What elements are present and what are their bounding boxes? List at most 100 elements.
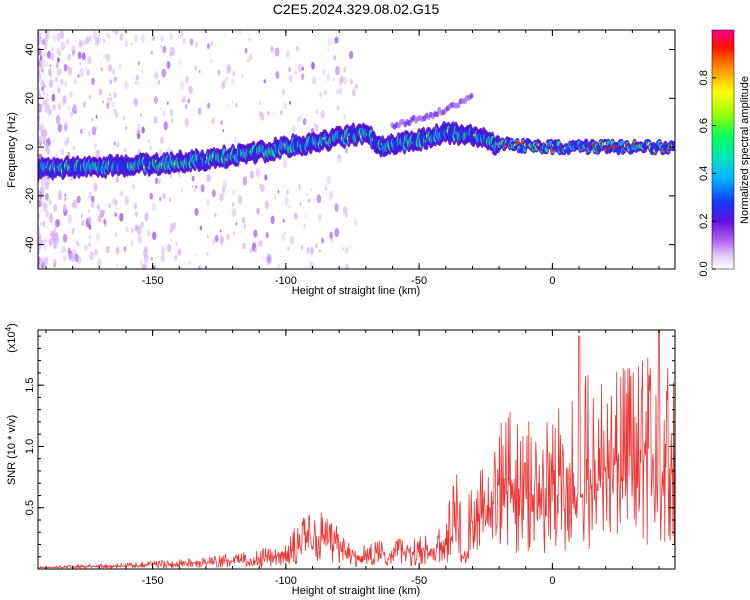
- spectrogram-noise: [125, 126, 128, 130]
- spectrogram-noise: [169, 228, 172, 234]
- spectrogram-noise: [130, 239, 135, 248]
- spectrogram-noise: [74, 110, 77, 115]
- spectrogram-noise: [256, 207, 260, 215]
- spectrogram-noise: [71, 45, 76, 54]
- spectrogram-noise: [76, 195, 81, 204]
- spectrogram-noise: [119, 33, 124, 41]
- spectrogram-noise: [291, 124, 296, 133]
- spectrogram-noise: [288, 204, 291, 209]
- spectrogram-noise: [91, 117, 94, 122]
- spectrogram-noise: [45, 193, 49, 201]
- spectrogram-band-core: [672, 142, 675, 149]
- colorbar-frame: [711, 29, 735, 270]
- spectrogram-noise: [57, 102, 62, 111]
- spectrogram-noise: [247, 59, 250, 63]
- spectrogram-noise: [80, 128, 83, 134]
- spectrogram-noise: [87, 209, 90, 213]
- spectrogram-branch: [469, 92, 474, 99]
- spectrogram-noise: [124, 40, 128, 47]
- x-tick-label: 0: [549, 275, 555, 287]
- spectrogram-noise: [94, 142, 97, 149]
- spectrogram-noise: [113, 92, 117, 99]
- spectrogram-noise: [111, 68, 116, 76]
- spectrogram-noise: [189, 38, 194, 46]
- spectrogram-noise: [232, 231, 236, 236]
- spectrogram-noise: [44, 181, 50, 190]
- spectrogram-noise: [38, 236, 41, 245]
- spectrogram-noise: [96, 232, 101, 242]
- spectrogram-noise: [141, 126, 145, 134]
- spectrogram-noise: [227, 140, 229, 143]
- spectrogram-noise: [51, 230, 55, 239]
- spectrogram-noise: [296, 116, 301, 124]
- spectrogram-noise: [178, 60, 181, 66]
- spectrogram-noise: [326, 175, 332, 185]
- spectrogram-noise: [54, 219, 60, 228]
- colorbar: 0.0 0.2 0.4 0.6 0.8 Normalized spectral ampl…: [698, 29, 750, 277]
- spectrogram-noise: [277, 263, 281, 269]
- spectrogram-noise: [140, 33, 146, 43]
- spectrogram-noise: [52, 179, 55, 184]
- spectrogram-noise: [62, 95, 67, 104]
- spectrogram-noise: [72, 104, 77, 114]
- spectrogram-noise: [157, 80, 161, 85]
- spectrogram-noise: [83, 127, 86, 131]
- snr-frame: [37, 329, 676, 570]
- spectrogram-noise: [187, 98, 190, 104]
- spectrogram-noise: [56, 84, 62, 94]
- spectrogram-noise: [91, 126, 97, 136]
- spectrogram-noise: [105, 53, 111, 62]
- spectrogram-xlabel: Height of straight line (km): [292, 285, 420, 297]
- spectrogram-noise: [77, 51, 82, 60]
- spectrogram-noise: [107, 33, 111, 40]
- spectrogram-noise: [305, 213, 308, 219]
- snr-multiplier: (x104): [4, 323, 18, 353]
- spectrogram-noise: [134, 211, 138, 218]
- spectrogram-noise: [154, 97, 158, 103]
- spectrogram-noise: [169, 173, 173, 179]
- spectrogram-noise: [38, 226, 41, 235]
- spectrogram-noise: [160, 246, 166, 255]
- spectrogram-noise: [355, 84, 358, 89]
- spectrogram-noise: [231, 202, 235, 208]
- spectrogram-noise: [75, 39, 77, 42]
- spectrogram-band-core: [619, 140, 624, 147]
- spectrogram-noise: [309, 261, 314, 269]
- spectrogram-noise: [57, 88, 61, 94]
- spectrogram-noise: [219, 193, 224, 202]
- colorbar-tick-label: 0.4: [698, 166, 710, 181]
- spectrogram-noise: [301, 66, 304, 71]
- x-tick-label: -50: [411, 575, 427, 587]
- spectrogram-noise: [249, 170, 254, 179]
- spectrogram-noise: [57, 123, 62, 133]
- spectrogram-noise: [67, 105, 71, 111]
- spectrogram-noise: [343, 205, 348, 215]
- spectrogram-noise: [88, 242, 91, 247]
- spectrogram-noise: [163, 121, 168, 131]
- x-tick-label: 0: [549, 575, 555, 587]
- spectrogram-noise: [42, 128, 48, 139]
- spectrogram-noise: [78, 40, 83, 48]
- spectrogram-noise: [48, 68, 52, 76]
- spectrogram-noise: [44, 142, 49, 152]
- spectrogram-noise: [63, 197, 66, 202]
- spectrogram-noise: [206, 251, 209, 256]
- colorbar-tick-label: 0.8: [698, 70, 710, 85]
- spectrogram-noise: [263, 79, 266, 84]
- spectrogram-noise: [167, 101, 169, 106]
- spectrogram-noise: [55, 62, 59, 69]
- spectrogram-noise: [62, 203, 67, 212]
- spectrogram-noise: [151, 202, 157, 212]
- spectrogram-noise: [210, 58, 213, 64]
- spectrogram-noise: [175, 241, 178, 246]
- spectrogram-noise: [42, 38, 46, 46]
- x-tick-label: -100: [275, 275, 297, 287]
- spectrogram-noise: [142, 263, 148, 269]
- spectrogram-noise: [324, 89, 327, 95]
- spectrogram-peak: [515, 141, 520, 145]
- spectrogram-noise: [235, 102, 238, 108]
- spectrogram-noise: [45, 62, 49, 68]
- spectrogram-noise: [43, 238, 47, 245]
- spectrogram-noise: [264, 174, 268, 181]
- spectrogram-noise: [351, 88, 356, 97]
